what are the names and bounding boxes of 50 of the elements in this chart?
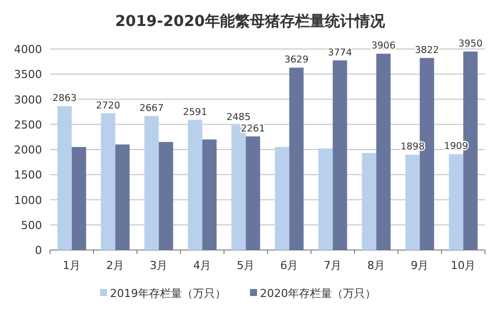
data-label: 2720: [96, 100, 120, 112]
bar: [405, 154, 420, 250]
x-tick-label: 6月: [280, 259, 298, 272]
bar: [57, 106, 72, 250]
bar: [100, 113, 116, 250]
data-label: 2863: [52, 93, 77, 104]
data-label: 3906: [371, 40, 396, 52]
x-tick-label: 7月: [324, 259, 342, 272]
x-tick-label: 4月: [193, 259, 212, 272]
y-tick-label: 500: [21, 218, 42, 232]
y-tick-label: 4000: [14, 43, 42, 56]
data-label: 3950: [458, 38, 483, 50]
y-tick-label: 0: [35, 244, 42, 257]
data-label: 2591: [182, 106, 208, 118]
data-label: 3774: [328, 47, 352, 58]
data-label: 2667: [139, 102, 164, 114]
chart-title: 2019-2020年能繁母猪存栏量统计情况: [115, 12, 386, 30]
y-tick-label: 1000: [14, 194, 42, 207]
bar: [115, 144, 130, 250]
x-tick-label: 5月: [236, 259, 255, 272]
data-label: 3629: [284, 54, 309, 66]
x-tick-label: 3月: [150, 259, 168, 272]
y-tick-label: 2000: [14, 144, 42, 156]
bar: [376, 54, 391, 250]
bar: [318, 148, 333, 250]
bar: [274, 146, 290, 250]
bar: [202, 139, 217, 250]
bar: [362, 153, 376, 250]
x-tick-label: 9月: [410, 259, 429, 272]
y-tick-label: 2500: [14, 118, 42, 132]
y-tick-label: 3000: [14, 93, 42, 106]
legend-label: 2020年存栏量（万只）: [260, 287, 376, 300]
data-label: 2485: [226, 112, 251, 124]
x-tick-label: 10月: [450, 259, 476, 272]
x-tick-label: 2月: [106, 259, 124, 272]
data-label: 2261: [240, 123, 266, 134]
bar: [332, 60, 348, 250]
x-tick-label: 8月: [367, 259, 386, 272]
y-tick-label: 3500: [14, 68, 42, 82]
bar: [158, 142, 174, 250]
bar: [72, 146, 86, 250]
x-tick-label: 1月: [62, 259, 81, 272]
bar: [448, 154, 464, 250]
bar: [144, 116, 159, 250]
legend-label: 2019年存栏量（万只）: [110, 287, 226, 300]
bar: [246, 136, 260, 250]
data-label: 3822: [414, 44, 440, 56]
y-tick-label: 1500: [14, 168, 42, 182]
bar: [289, 68, 304, 250]
bar: [188, 120, 202, 250]
